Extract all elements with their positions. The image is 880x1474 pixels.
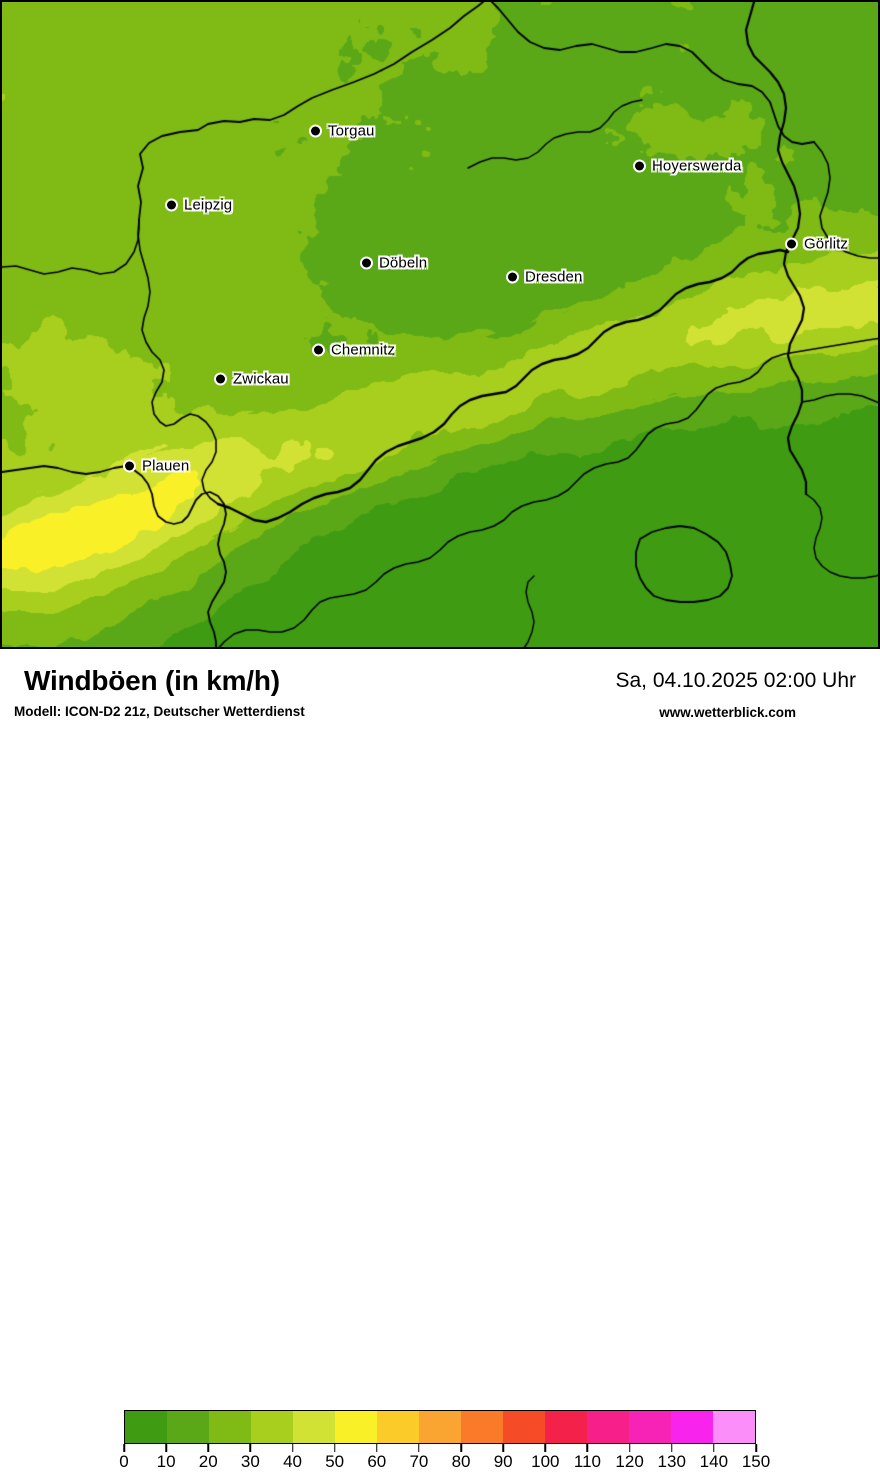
city-marker-plauen[interactable]: Plauen [125, 458, 189, 475]
colorbar-segment [587, 1411, 629, 1443]
colorbar-segment [629, 1411, 671, 1443]
colorbar-tick [755, 1444, 757, 1452]
colorbar-tick-label: 140 [699, 1452, 729, 1471]
city-marker-hoyerswerda[interactable]: Hoyerswerda [635, 158, 741, 175]
colorbar-segment [671, 1411, 713, 1443]
colorbar-tick [670, 1444, 673, 1452]
colorbar-segment [461, 1411, 503, 1443]
colorbar-tick [333, 1444, 336, 1452]
wind-gust-heatmap-canvas[interactable] [2, 2, 878, 647]
footer: Windböen (in km/h) Modell: ICON-D2 21z, … [0, 649, 880, 1471]
city-label: Dresden [525, 268, 583, 286]
colorbar-segment [125, 1411, 167, 1443]
colorbar-tick-label: 70 [409, 1452, 429, 1471]
city-dot-icon [362, 258, 371, 268]
city-marker-grlitz[interactable]: Görlitz [787, 236, 848, 253]
colorbar-tick [165, 1444, 167, 1452]
city-dot-icon [125, 461, 134, 471]
colorbar-tick [544, 1444, 547, 1452]
colorbar-segment [713, 1411, 755, 1443]
colorbar-tick-label: 10 [156, 1452, 176, 1471]
city-marker-chemnitz[interactable]: Chemnitz [314, 342, 395, 359]
city-label: Hoyerswerda [652, 157, 742, 175]
colorbar-tick [460, 1444, 462, 1452]
city-marker-leipzig[interactable]: Leipzig [167, 197, 232, 214]
city-label: Leipzig [184, 196, 233, 214]
colorbar-segment [335, 1411, 377, 1443]
colorbar-tick [628, 1444, 631, 1452]
colorbar-segment [209, 1411, 251, 1443]
city-dot-icon [167, 200, 176, 210]
city-marker-dbeln[interactable]: Döbeln [362, 255, 427, 272]
city-label: Chemnitz [331, 341, 396, 359]
colorbar-tick-label: 90 [493, 1452, 513, 1471]
city-label: Döbeln [379, 254, 428, 272]
colorbar-gradient [124, 1410, 756, 1444]
colorbar-ticks [123, 1444, 757, 1452]
colorbar-tick-label: 20 [198, 1452, 218, 1471]
colorbar-tick [586, 1444, 589, 1452]
colorbar-tick-label: 60 [367, 1452, 387, 1471]
colorbar-tick [502, 1444, 504, 1452]
city-dot-icon [311, 126, 320, 136]
colorbar-tick-label: 110 [573, 1452, 602, 1471]
city-label: Görlitz [804, 235, 849, 253]
colorbar-tick [418, 1444, 420, 1452]
colorbar-tick-label: 50 [325, 1452, 345, 1471]
colorbar-tick-label: 100 [531, 1452, 560, 1471]
colorbar-tick-label: 120 [615, 1452, 644, 1471]
model-subtitle: Modell: ICON-D2 21z, Deutscher Wetterdie… [14, 704, 305, 719]
city-dot-icon [635, 161, 644, 171]
weather-map-panel[interactable]: Torgau Hoyerswerda Leipzig Görlitz Döbeln Dre… [0, 0, 880, 649]
colorbar-segment [503, 1411, 545, 1443]
colorbar-segment [167, 1411, 209, 1443]
colorbar-tick-label: 150 [741, 1452, 771, 1471]
colorbar-tick [376, 1444, 378, 1452]
colorbar-tick [713, 1444, 715, 1452]
valid-datetime: Sa, 04.10.2025 02:00 Uhr [615, 669, 856, 692]
city-dot-icon [508, 272, 517, 282]
colorbar-tick [207, 1444, 210, 1452]
colorbar-segment [545, 1411, 587, 1443]
colorbar-tick-label: 130 [657, 1452, 686, 1471]
city-marker-zwickau[interactable]: Zwickau [216, 371, 289, 388]
colorbar-tick [249, 1444, 252, 1452]
colorbar-tick [123, 1444, 125, 1452]
colorbar: 0 10 20 30 40 50 60 70 80 90 100 110 120 130 140 150 [119, 1410, 770, 1471]
page-title: Windböen (in km/h) [24, 665, 280, 696]
city-dot-icon [787, 239, 796, 249]
colorbar-segment [377, 1411, 419, 1443]
colorbar-segment [251, 1411, 293, 1443]
website-url: www.wetterblick.com [659, 705, 796, 720]
city-dot-icon [216, 374, 225, 384]
city-label: Torgau [328, 122, 375, 140]
colorbar-segment [293, 1411, 335, 1443]
colorbar-tick-labels: 0 10 20 30 40 50 60 70 80 90 100 110 120 130 140 150 [119, 1452, 770, 1474]
colorbar-tick-label: 40 [283, 1452, 302, 1471]
colorbar-segment [419, 1411, 461, 1443]
city-dot-icon [314, 345, 323, 355]
city-label: Zwickau [233, 370, 289, 388]
city-marker-dresden[interactable]: Dresden [508, 269, 582, 286]
colorbar-tick [291, 1444, 294, 1452]
title-row: Windböen (in km/h) Modell: ICON-D2 21z, … [0, 665, 880, 735]
colorbar-tick-label: 80 [451, 1452, 471, 1471]
map-city-label-overlay: Torgau Hoyerswerda Leipzig Görlitz Döbeln Dre… [2, 2, 878, 647]
colorbar-tick-label: 0 [119, 1452, 129, 1471]
city-label: Plauen [142, 457, 190, 475]
colorbar-tick-label: 30 [240, 1452, 260, 1471]
city-marker-torgau[interactable]: Torgau [311, 123, 374, 140]
